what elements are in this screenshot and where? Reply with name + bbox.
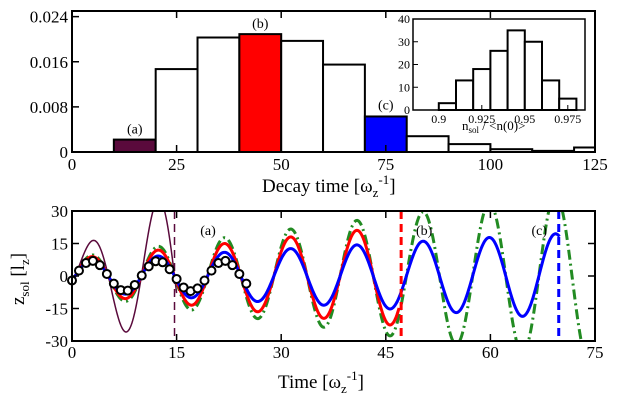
x-tick-label: 30 <box>273 343 290 362</box>
gpe-marker <box>94 260 105 271</box>
gpe-marker <box>143 261 154 272</box>
inset-y-tick-label: 40 <box>398 12 410 26</box>
x-tick-label: 15 <box>168 343 185 362</box>
y-tick-label: 15 <box>51 235 68 254</box>
y-tick-label: 0 <box>60 143 69 162</box>
inset-bar <box>437 102 457 112</box>
panel-label: (b) <box>252 17 269 32</box>
y-tick-label: 0.016 <box>30 53 68 72</box>
gpe-marker <box>234 268 245 279</box>
inset-frame <box>412 18 586 111</box>
inset-bar <box>541 79 561 112</box>
panel-label: (c) <box>531 224 547 239</box>
gpe-marker <box>220 255 231 266</box>
trajectory-line <box>72 211 178 333</box>
inset-bar <box>506 29 526 111</box>
inset-y-tick-label: 30 <box>398 35 410 49</box>
trajectory-markers <box>67 255 252 297</box>
histogram-bar <box>196 36 241 153</box>
position-frame <box>71 210 596 342</box>
inset-bar <box>455 79 475 112</box>
y-tick-label: -30 <box>45 332 68 351</box>
inset-y-tick-label: 0 <box>404 103 410 117</box>
histogram-bar <box>447 143 492 154</box>
inset-x-tick-label: 0.95 <box>514 112 535 126</box>
gpe-marker <box>122 285 133 296</box>
x-tick-label: 75 <box>377 155 394 174</box>
histogram-bar <box>280 39 325 153</box>
gpe-marker <box>101 268 112 279</box>
panel-label: (a) <box>200 224 216 239</box>
inset-bar <box>489 49 509 111</box>
inset-bar <box>472 68 492 112</box>
inset-y-tick-label: 10 <box>398 80 410 94</box>
histogram-bar <box>112 138 157 153</box>
y-tick-label: 0.008 <box>30 98 68 117</box>
position-time-plot: 0 15 30 45 60 75 -30 -15 0 15 30 (a) (b) (c) Time [ω… <box>8 202 604 396</box>
gpe-marker <box>241 278 252 289</box>
x-tick-label: 100 <box>478 155 504 174</box>
x-tick-label: 75 <box>587 343 604 362</box>
y-tick-label: 0 <box>60 267 69 286</box>
gpe-marker <box>73 265 84 276</box>
histogram-bar <box>322 63 366 153</box>
gpe-marker <box>157 257 168 268</box>
gpe-marker <box>87 255 98 266</box>
inset-x-tick-label: 0.975 <box>554 112 581 126</box>
histogram-frame <box>71 10 596 153</box>
x-tick-label: 125 <box>582 155 608 174</box>
y-tick-label: 0.024 <box>30 8 69 27</box>
histogram-bar <box>154 68 199 153</box>
inset-x-tick-label: 0.9 <box>431 112 446 126</box>
inset-x-tick-label: 0.925 <box>468 112 495 126</box>
trajectory-lines <box>72 211 583 341</box>
gpe-marker <box>164 264 175 275</box>
histogram-bar <box>405 135 450 153</box>
position-xlabel: Time [ωz-1] <box>278 368 364 396</box>
position-ylabel: zsol [lz] <box>8 253 32 305</box>
gpe-marker <box>136 270 147 281</box>
y-tick-label: -15 <box>45 300 68 319</box>
y-tick-label: 30 <box>51 202 68 221</box>
histogram-bar <box>238 33 283 153</box>
x-tick-label: 50 <box>273 155 290 174</box>
histogram-xlabel: Decay time [ωz-1] <box>262 172 396 200</box>
panel-label: (a) <box>127 122 143 137</box>
panel-label: (c) <box>378 99 394 114</box>
gpe-marker <box>206 265 217 276</box>
gpe-marker <box>192 283 203 294</box>
gpe-marker <box>129 279 140 290</box>
gpe-marker <box>199 275 210 286</box>
gpe-marker <box>108 278 119 289</box>
histogram-annotations: (a) (b) (c) <box>127 17 394 137</box>
position-ticks: 0 15 30 45 60 75 -30 -15 0 15 30 <box>45 202 603 362</box>
x-tick-label: 45 <box>377 343 394 362</box>
gpe-marker <box>227 260 238 271</box>
inset-y-tick-label: 20 <box>398 58 410 72</box>
x-tick-label: 0 <box>68 155 77 174</box>
x-tick-label: 60 <box>482 343 499 362</box>
position-annotations: (a) (b) (c) <box>200 224 547 239</box>
trajectory-line <box>72 228 401 327</box>
inset-bar <box>523 40 543 111</box>
x-tick-label: 25 <box>168 155 185 174</box>
histogram-bars <box>112 33 597 154</box>
panel-label: (b) <box>416 224 433 239</box>
inset-bars <box>437 29 578 112</box>
x-tick-label: 0 <box>68 343 77 362</box>
gpe-marker <box>171 273 182 284</box>
